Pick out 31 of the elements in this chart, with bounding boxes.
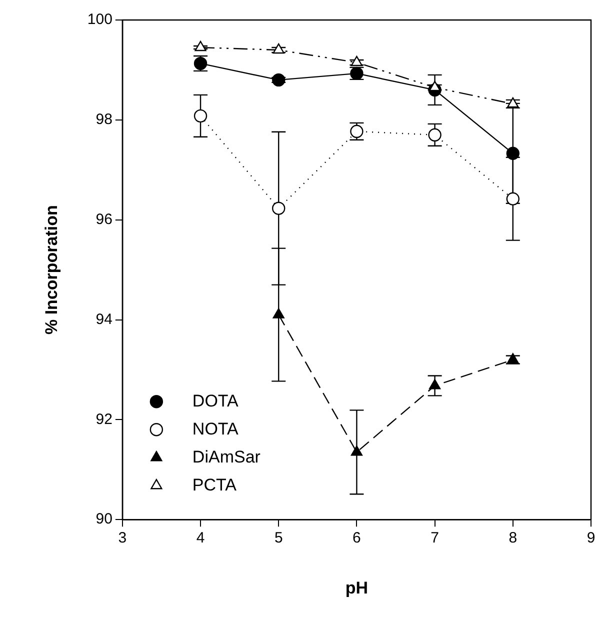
point xyxy=(272,308,284,318)
legend-label: NOTA xyxy=(192,419,240,438)
x-tick-label: 4 xyxy=(196,530,205,547)
y-tick-label: 100 xyxy=(87,11,112,28)
x-tick-label: 9 xyxy=(586,530,596,547)
x-tick-label: 8 xyxy=(508,530,518,547)
legend-label: DiAmSar xyxy=(192,447,261,466)
y-tick-label: 92 xyxy=(96,410,112,428)
y-tick-label: 96 xyxy=(96,210,112,228)
y-tick-label: 94 xyxy=(96,310,112,328)
x-tick-label: 6 xyxy=(352,530,361,547)
y-axis-title: % Incorporation xyxy=(42,205,61,335)
x-tick-label: 5 xyxy=(274,530,283,547)
point xyxy=(350,56,363,66)
point xyxy=(194,40,206,52)
point xyxy=(506,192,520,206)
legend-label: PCTA xyxy=(192,475,238,494)
point xyxy=(350,446,363,456)
point xyxy=(272,43,284,54)
point xyxy=(429,379,441,390)
x-tick-label: 3 xyxy=(118,530,127,547)
point xyxy=(194,109,208,123)
legend-label: DOTA xyxy=(192,391,240,410)
x-tick-label: 7 xyxy=(430,530,439,547)
point xyxy=(506,146,520,160)
point xyxy=(272,202,286,215)
point xyxy=(428,128,442,142)
y-tick-label: 90 xyxy=(96,510,112,528)
y-tick-label: 98 xyxy=(96,111,112,128)
point xyxy=(272,73,286,87)
x-axis-title: pH xyxy=(345,578,368,598)
